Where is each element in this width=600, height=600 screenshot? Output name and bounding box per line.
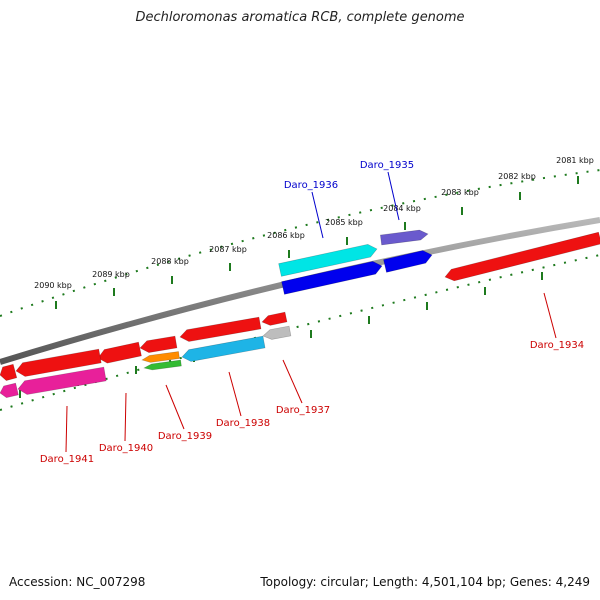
gene-reverse-unlabeled-6 bbox=[0, 382, 19, 398]
gene-daro-1940-leader bbox=[124, 392, 127, 442]
gene-daro-1938-label: Daro_1938 bbox=[216, 418, 270, 429]
gene-daro-1937-label: Daro_1937 bbox=[276, 405, 330, 416]
gene-daro-1937-leader bbox=[282, 359, 303, 404]
gene-daro-1939 bbox=[141, 351, 180, 363]
gene-daro-1938-leader bbox=[228, 371, 242, 417]
gene-reverse-unlabeled-1 bbox=[261, 311, 288, 326]
scale-label: 2082 kbp bbox=[498, 172, 536, 181]
gene-daro-1940 bbox=[97, 341, 142, 364]
gene-forward-unlabeled-1 bbox=[281, 261, 383, 295]
gene-daro-1940-label: Daro_1940 bbox=[99, 443, 153, 454]
scale-label: 2081 kbp bbox=[556, 156, 594, 165]
gene-reverse-unlabeled-5 bbox=[0, 363, 18, 381]
gene-reverse-unlabeled-4 bbox=[15, 348, 102, 377]
gene-daro-1941-label: Daro_1941 bbox=[40, 454, 94, 465]
gene-daro-1936 bbox=[278, 244, 378, 277]
gene-daro-1935 bbox=[380, 229, 429, 246]
gene-features bbox=[0, 229, 600, 398]
gene-daro-1936-leader bbox=[311, 191, 324, 239]
gene-labels: Daro_1936 Daro_1935 Daro_1934 Daro_1937 Daro… bbox=[40, 160, 584, 465]
gene-reverse-unlabeled-2 bbox=[179, 316, 262, 342]
gene-daro-1939-label: Daro_1939 bbox=[158, 431, 212, 442]
gene-daro-1934-label: Daro_1934 bbox=[530, 340, 584, 351]
gene-daro-1938 bbox=[181, 335, 266, 362]
gene-daro-1936-label: Daro_1936 bbox=[284, 180, 338, 191]
gene-reverse-unlabeled-3 bbox=[139, 335, 178, 353]
scale-label: 2087 kbp bbox=[209, 245, 247, 254]
gene-daro-1941 bbox=[17, 366, 107, 395]
gene-daro-1935-label: Daro_1935 bbox=[360, 160, 414, 171]
outer-scale-line bbox=[0, 169, 600, 317]
gene-daro-1935-leader bbox=[387, 171, 400, 221]
gene-daro-1937 bbox=[262, 325, 292, 340]
genome-summary-text: Topology: circular; Length: 4,501,104 bp… bbox=[260, 575, 590, 589]
gene-daro-1941-leader bbox=[65, 405, 68, 453]
scale-label: 2088 kbp bbox=[151, 257, 189, 266]
scale-label: 2084 kbp bbox=[383, 204, 421, 213]
scale-label: 2085 kbp bbox=[325, 218, 363, 227]
map-title: Dechloromonas aromatica RCB, complete ge… bbox=[135, 10, 465, 25]
scale-label: 2089 kbp bbox=[92, 270, 130, 279]
scale-label: 2090 kbp bbox=[34, 281, 72, 290]
scale-label: 2083 kbp bbox=[441, 188, 479, 197]
gene-forward-unlabeled-2 bbox=[383, 250, 433, 273]
gene-reverse-green bbox=[143, 359, 182, 371]
gene-daro-1939-leader bbox=[165, 384, 185, 430]
gene-daro-1934-leader bbox=[543, 292, 557, 339]
gene-daro-1934 bbox=[444, 231, 600, 282]
scale-label: 2086 kbp bbox=[267, 231, 305, 240]
accession-text: Accession: NC_007298 bbox=[9, 575, 146, 589]
